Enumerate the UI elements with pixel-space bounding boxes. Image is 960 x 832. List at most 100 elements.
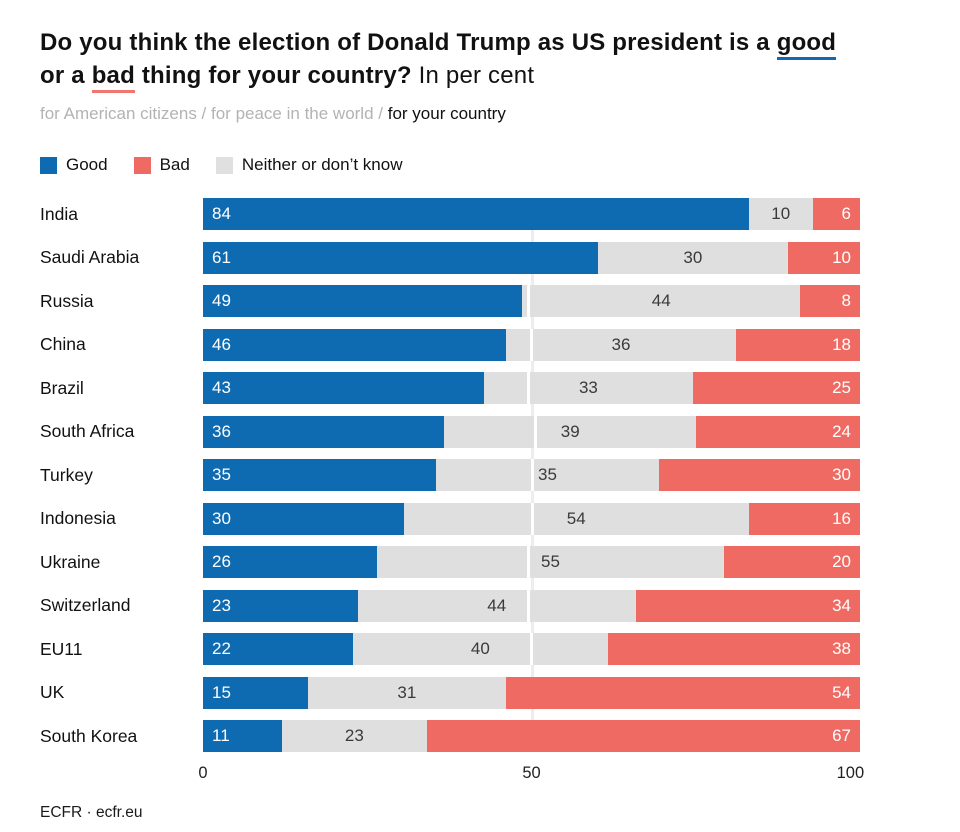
- segment-value: 36: [212, 421, 231, 441]
- bad-swatch-icon: [133, 156, 151, 174]
- segment-value: 23: [212, 595, 231, 615]
- country-label: South Africa: [40, 421, 135, 441]
- bar-segment-good: 35: [203, 459, 436, 491]
- x-axis: 0 50 100: [198, 761, 864, 787]
- segment-value: 10: [771, 204, 791, 223]
- chart-row: South Africa 36 39 24: [40, 415, 860, 448]
- bar-segment-neither: 54: [403, 502, 749, 535]
- chart-row: India 84 10 6: [40, 198, 861, 230]
- title-tail: thing for your country?: [134, 62, 412, 89]
- source-attribution: ECFR · ecfr.eu: [40, 804, 143, 821]
- bar-track: 26 55 20: [203, 546, 860, 578]
- bar-track: 36 39 24: [203, 415, 860, 448]
- segment-value: 35: [538, 465, 557, 484]
- bar-segment-neither: 30: [597, 241, 788, 274]
- segment-value: 49: [212, 291, 231, 310]
- country-label: Russia: [40, 290, 94, 311]
- segment-value: 16: [832, 508, 851, 528]
- bar-segment-neither: 39: [444, 415, 697, 448]
- segment-value: 38: [832, 639, 851, 658]
- gridline-50-overlay: [527, 285, 531, 317]
- subtitle: for American citizens / for peace in the…: [40, 104, 960, 124]
- segment-value: 10: [832, 247, 851, 267]
- bar-track: 22 40 38: [203, 633, 860, 665]
- legend-label-neither: Neither or don’t know: [241, 155, 403, 174]
- chart-row: UK 15 31 54: [40, 676, 860, 709]
- title-unit: In per cent: [411, 62, 535, 89]
- segment-value: 30: [683, 247, 703, 267]
- chart-row: EU11 22 40 38: [40, 633, 860, 665]
- chart-row: Brazil 43 33 25: [40, 372, 860, 404]
- bar-segment-good: 15: [203, 676, 308, 709]
- gridline-50-overlay: [527, 372, 531, 404]
- chart-row: China 46 36 18: [40, 328, 860, 361]
- stacked-bar-chart: India 84 10 6 Saudi Arabia 61 30 10 Russia 49 44 8 C…: [40, 198, 864, 787]
- bar-track: 49 44 8: [203, 285, 860, 317]
- bar-segment-neither: 44: [357, 589, 636, 622]
- gridline-50-overlay: [530, 459, 534, 491]
- country-label: Indonesia: [40, 508, 116, 528]
- bar-track: 23 44 34: [203, 589, 860, 622]
- subtitle-active: for your country: [387, 104, 506, 123]
- gridline-50-overlay: [530, 502, 534, 535]
- chart-title: Do you think the election of Donald Trum…: [40, 26, 900, 93]
- good-swatch-icon: [40, 156, 57, 174]
- gridline-50-overlay: [527, 589, 531, 622]
- bar-segment-neither: 44: [522, 285, 801, 317]
- country-label: Turkey: [40, 464, 93, 485]
- chart-row: Indonesia 30 54 16: [40, 502, 860, 535]
- bar-segment-bad: 24: [696, 415, 860, 448]
- segment-value: 40: [470, 639, 490, 658]
- bar-track: 43 33 25: [203, 372, 860, 404]
- bar-segment-good: 26: [203, 546, 377, 578]
- chart-rows: India 84 10 6 Saudi Arabia 61 30 10 Russia 49 44 8 C…: [40, 198, 861, 752]
- segment-value: 26: [212, 552, 231, 571]
- segment-value: 11: [212, 726, 230, 745]
- country-label: South Korea: [40, 725, 138, 746]
- bar-track: 61 30 10: [203, 241, 860, 274]
- chart-row: South Korea 11 23 67: [40, 720, 860, 752]
- legend: Good Bad Neither or don’t know: [40, 155, 960, 175]
- segment-value: 31: [397, 682, 417, 702]
- chart-row: Saudi Arabia 61 30 10: [40, 241, 860, 274]
- bar-segment-neither: 36: [505, 328, 736, 361]
- segment-value: 6: [841, 204, 852, 223]
- segment-value: 30: [212, 508, 231, 528]
- bar-segment-bad: 34: [635, 589, 860, 622]
- bar-segment-bad: 6: [812, 198, 861, 230]
- segment-value: 23: [344, 726, 364, 745]
- chart-row: Russia 49 44 8: [40, 285, 860, 317]
- segment-value: 55: [541, 552, 560, 571]
- bar-track: 46 36 18: [203, 328, 860, 361]
- bar-segment-neither: 40: [352, 633, 609, 665]
- legend-label-good: Good: [66, 155, 108, 174]
- bar-segment-bad: 30: [659, 459, 861, 491]
- country-label: Ukraine: [40, 551, 101, 572]
- country-label: Brazil: [40, 377, 84, 398]
- bar-segment-bad: 20: [724, 546, 860, 578]
- bar-segment-good: 43: [203, 372, 485, 404]
- country-label: Saudi Arabia: [40, 247, 140, 267]
- bar-segment-bad: 54: [505, 676, 860, 709]
- segment-value: 36: [611, 334, 631, 354]
- segment-value: 24: [832, 421, 851, 441]
- segment-value: 84: [212, 204, 231, 223]
- bar-segment-good: 84: [203, 198, 749, 230]
- country-label: India: [40, 203, 78, 224]
- title-mid: or a: [40, 62, 92, 89]
- bar-segment-bad: 67: [427, 720, 860, 752]
- segment-value: 54: [566, 508, 586, 528]
- bar-segment-bad: 10: [787, 241, 860, 274]
- gridline-50-overlay: [527, 546, 531, 578]
- bar-segment-bad: 38: [608, 633, 860, 665]
- segment-value: 18: [832, 334, 851, 354]
- title-lead: Do you think the election of Donald Trum…: [40, 29, 777, 56]
- bar-segment-bad: 18: [735, 328, 860, 361]
- bar-track: 11 23 67: [203, 720, 860, 752]
- segment-value: 25: [832, 378, 851, 397]
- country-label: Switzerland: [40, 595, 131, 615]
- bar-segment-neither: 35: [435, 459, 660, 491]
- gridline-50-overlay: [530, 633, 534, 665]
- bar-segment-bad: 16: [748, 502, 860, 535]
